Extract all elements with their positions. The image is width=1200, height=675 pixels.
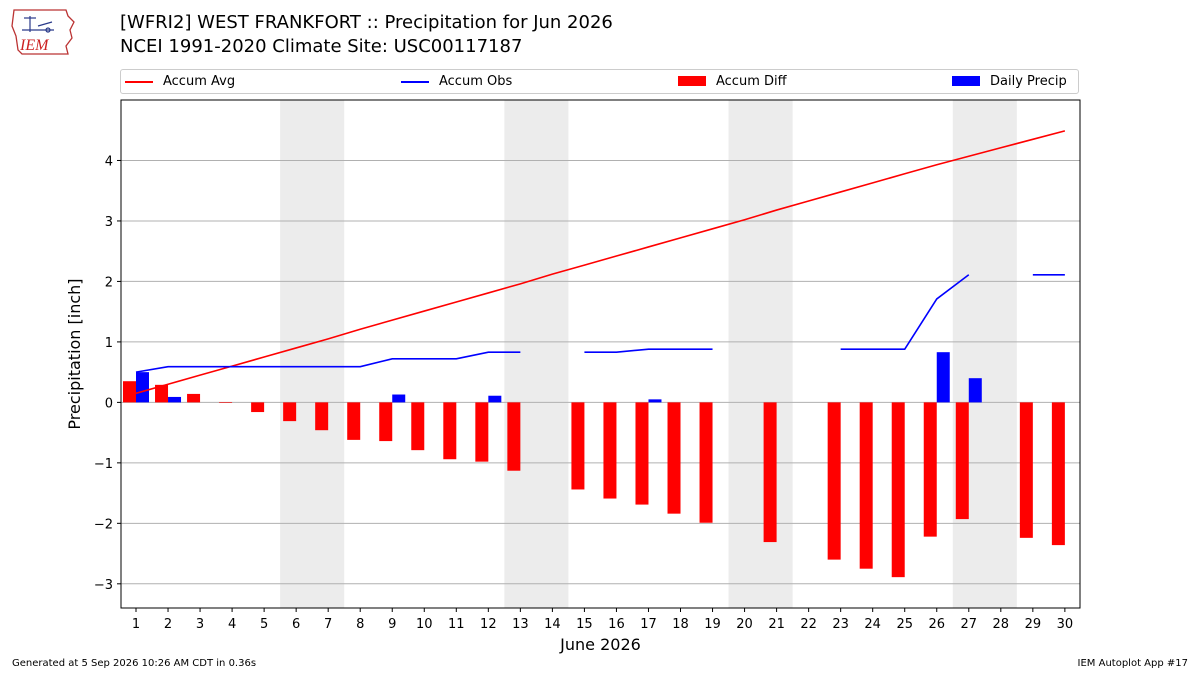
x-tick-label: 10: [416, 617, 433, 632]
legend-swatch-accum-avg: [125, 81, 153, 83]
x-tick-label: 20: [736, 617, 753, 632]
accum-diff-bar: [603, 402, 617, 499]
chart-title: [WFRI2] WEST FRANKFORT :: Precipitation …: [120, 12, 613, 33]
accum-diff-bar: [347, 402, 361, 440]
iem-logo-text: IEM: [19, 37, 50, 54]
accum-diff-bar: [155, 384, 169, 403]
x-tick-label: 8: [356, 617, 364, 632]
y-tick-label: 0: [105, 396, 113, 411]
accum-diff-bar: [571, 402, 585, 490]
legend-swatch-daily-precip: [952, 76, 980, 86]
chart-subtitle: NCEI 1991-2020 Climate Site: USC00117187: [120, 36, 523, 57]
x-tick-label: 16: [608, 617, 625, 632]
x-tick-label: 9: [388, 617, 396, 632]
legend-label: Accum Diff: [716, 74, 787, 89]
accum-diff-bar: [923, 402, 937, 537]
app-credit: IEM Autoplot App #17: [1077, 658, 1188, 669]
x-tick-label: 28: [993, 617, 1010, 632]
accum-diff-bar: [443, 402, 457, 460]
accum-diff-bar: [219, 402, 233, 403]
x-tick-label: 29: [1025, 617, 1042, 632]
iem-logo: IEM: [8, 6, 80, 58]
accum-diff-bar: [699, 402, 713, 523]
x-tick-label: 13: [512, 617, 529, 632]
x-tick-label: 6: [292, 617, 300, 632]
accum-diff-bar: [283, 402, 297, 422]
x-tick-label: 11: [448, 617, 465, 632]
x-tick-label: 26: [928, 617, 945, 632]
x-tick-label: 24: [864, 617, 881, 632]
x-tick-label: 3: [196, 617, 204, 632]
weekend-band: [952, 100, 1017, 608]
accum-diff-bar: [763, 402, 777, 543]
y-axis-label: Precipitation [inch]: [65, 278, 84, 429]
x-tick-label: 12: [480, 617, 497, 632]
y-tick-label: −2: [94, 517, 113, 532]
accum-diff-bar: [955, 402, 969, 520]
x-tick-label: 27: [961, 617, 978, 632]
chart-legend: Accum Avg Accum Obs Accum Diff Daily Pre…: [120, 69, 1079, 94]
x-tick-label: 19: [704, 617, 721, 632]
x-tick-label: 5: [260, 617, 268, 632]
accum-diff-bar: [891, 402, 905, 578]
accum-diff-bar: [251, 402, 265, 413]
generated-timestamp: Generated at 5 Sep 2026 10:26 AM CDT in …: [12, 658, 257, 669]
accum-diff-bar: [859, 402, 873, 569]
accum-diff-bar: [507, 402, 521, 471]
legend-label: Accum Obs: [439, 74, 513, 89]
accum-avg-line: [135, 130, 1066, 395]
x-tick-label: 15: [576, 617, 593, 632]
accum-diff-bar: [411, 402, 425, 451]
accum-diff-bar: [635, 402, 649, 505]
accum-obs-line: [840, 274, 970, 350]
accum-diff-bar: [475, 402, 489, 462]
legend-label: Daily Precip: [990, 74, 1067, 89]
y-tick-label: 4: [105, 154, 113, 169]
x-tick-label: 25: [896, 617, 913, 632]
accum-diff-bar: [667, 402, 681, 514]
x-tick-label: 21: [768, 617, 785, 632]
daily-precip-bar: [392, 394, 406, 403]
x-tick-label: 7: [324, 617, 332, 632]
y-tick-label: 2: [105, 275, 113, 290]
x-axis-label: June 2026: [559, 635, 641, 654]
x-tick-label: 4: [228, 617, 236, 632]
daily-precip-bar: [648, 399, 662, 403]
accum-diff-bar: [379, 402, 393, 442]
legend-label: Accum Avg: [163, 74, 236, 89]
y-tick-label: 1: [105, 336, 113, 351]
x-tick-label: 23: [832, 617, 849, 632]
y-tick-label: −3: [94, 578, 113, 593]
legend-swatch-accum-obs: [401, 81, 429, 83]
accum-diff-bar: [1051, 402, 1065, 546]
daily-precip-bar: [136, 372, 149, 403]
x-tick-label: 18: [672, 617, 689, 632]
daily-precip-bar: [936, 352, 950, 403]
accum-diff-bar: [123, 381, 136, 403]
accum-diff-bar: [827, 402, 841, 560]
x-tick-label: 1: [132, 617, 140, 632]
x-tick-label: 22: [800, 617, 817, 632]
x-tick-label: 30: [1057, 617, 1074, 632]
x-tick-label: 2: [164, 617, 172, 632]
y-tick-label: −1: [94, 457, 113, 472]
daily-precip-bar: [488, 395, 502, 403]
iem-logo-icon: IEM: [11, 9, 75, 55]
daily-precip-bar: [968, 378, 982, 403]
accum-obs-line: [135, 351, 521, 373]
daily-precip-bar: [168, 396, 182, 403]
y-tick-label: 3: [105, 215, 113, 230]
accum-diff-bar: [315, 402, 329, 431]
x-tick-label: 17: [640, 617, 657, 632]
plot-frame: [120, 99, 1081, 609]
weekend-band: [504, 100, 569, 608]
weekend-band: [280, 100, 345, 608]
accum-diff-bar: [187, 393, 201, 403]
accum-diff-bar: [1019, 402, 1033, 538]
accum-obs-line: [584, 348, 713, 353]
x-tick-label: 14: [544, 617, 561, 632]
legend-swatch-accum-diff: [678, 76, 706, 86]
weekend-band: [728, 100, 793, 608]
